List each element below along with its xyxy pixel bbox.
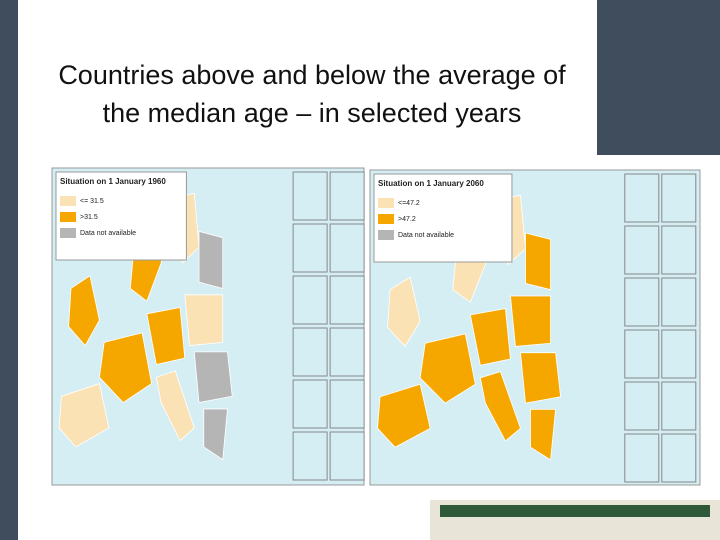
inset-map [292,275,328,325]
country [479,371,521,442]
country [520,352,562,404]
legend-box [373,173,513,263]
inset-map [624,173,660,223]
country [525,232,551,291]
legend-swatch [60,196,76,206]
slide-title-line: the median age – in selected years [103,98,522,128]
country [198,230,224,289]
map-title: Situation on 1 January 2060 [378,179,484,188]
legend-label: >47.2 [398,216,416,223]
inset-map [661,381,697,431]
country [469,308,511,366]
country [203,408,228,461]
country [530,408,557,461]
book-cover [440,505,710,517]
inset-map [292,171,328,221]
inset-map [329,379,365,429]
inset-map [661,277,697,327]
inset-map [292,327,328,377]
legend-swatch [378,214,394,224]
inset-map [329,171,365,221]
legend-label: <= 31.5 [80,198,104,205]
map: Situation on 1 January 2060 <=47.2 >47.2 Da… [369,169,701,486]
inset-map [624,381,660,431]
legend-swatch [378,230,394,240]
map: Situation on 1 January 1960 <= 31.5 >31.5 D… [51,167,365,486]
inset-map [661,433,697,483]
country [419,333,476,404]
legend-label: Data not available [80,230,136,237]
country [184,294,224,346]
legend-box [55,171,187,261]
inset-map [329,431,365,481]
slide-title-line: Countries above and below the average of [58,60,566,90]
inset-map [292,379,328,429]
country [510,295,551,347]
country [155,370,195,442]
legend-label: Data not available [398,232,454,239]
country [58,383,110,448]
inset-map [329,275,365,325]
inset-map [292,431,328,481]
inset-map [624,225,660,275]
country [68,275,100,347]
inset-map [661,225,697,275]
country [387,276,421,348]
inset-map [624,329,660,379]
inset-map [329,327,365,377]
inset-map [624,277,660,327]
inset-map [292,223,328,273]
legend-swatch [60,212,76,222]
inset-map [661,329,697,379]
legend-swatch [378,198,394,208]
country [146,307,186,366]
map-title: Situation on 1 January 1960 [60,177,166,186]
legend-label: <=47.2 [398,200,420,207]
inset-map [661,173,697,223]
legend-label: >31.5 [80,214,98,221]
country [99,332,153,404]
inset-map [624,433,660,483]
country [193,351,233,404]
inset-map [329,223,365,273]
country [377,383,431,448]
legend-swatch [60,228,76,238]
